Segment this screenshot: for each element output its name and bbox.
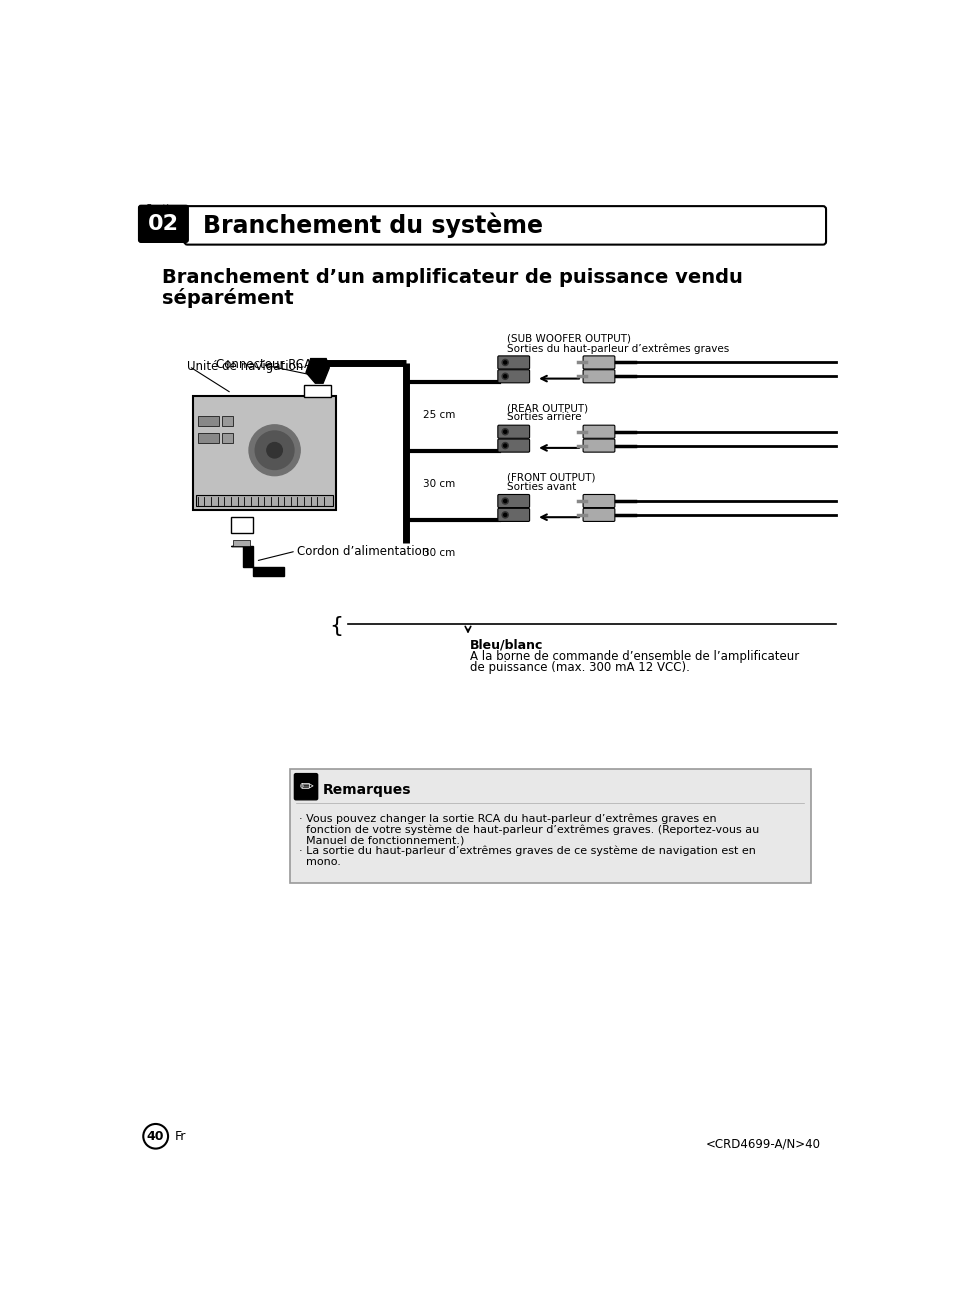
Text: (FRONT OUTPUT): (FRONT OUTPUT) <box>506 473 595 482</box>
Text: Cordon d’alimentation: Cordon d’alimentation <box>297 545 429 558</box>
Circle shape <box>503 430 506 433</box>
Bar <box>195 495 333 506</box>
Text: (SUB WOOFER OUTPUT): (SUB WOOFER OUTPUT) <box>506 335 630 344</box>
Text: · La sortie du haut-parleur d’extrêmes graves de ce système de navigation est en: · La sortie du haut-parleur d’extrêmes g… <box>298 846 755 856</box>
FancyBboxPatch shape <box>582 356 615 369</box>
Text: Connecteur RCA: Connecteur RCA <box>216 358 312 371</box>
Text: Sorties du haut-parleur d’extrêmes graves: Sorties du haut-parleur d’extrêmes grave… <box>506 344 728 354</box>
Text: Branchement du système: Branchement du système <box>203 213 542 238</box>
FancyBboxPatch shape <box>582 370 615 383</box>
Text: · Vous pouvez changer la sortie RCA du haut-parleur d’extrêmes graves en: · Vous pouvez changer la sortie RCA du h… <box>298 814 716 825</box>
Text: ✏: ✏ <box>299 778 313 796</box>
Text: Unité de navigation: Unité de navigation <box>187 359 303 372</box>
Circle shape <box>267 443 282 457</box>
Bar <box>222 416 233 426</box>
FancyBboxPatch shape <box>497 439 529 452</box>
FancyBboxPatch shape <box>184 207 825 244</box>
Circle shape <box>501 512 508 518</box>
Text: mono.: mono. <box>298 857 340 867</box>
Text: Remarques: Remarques <box>322 783 411 797</box>
FancyBboxPatch shape <box>582 494 615 507</box>
Polygon shape <box>231 546 284 576</box>
Text: 40: 40 <box>147 1129 164 1142</box>
Text: Section: Section <box>145 204 181 214</box>
FancyBboxPatch shape <box>294 774 317 800</box>
Circle shape <box>501 498 508 505</box>
Bar <box>197 416 219 426</box>
Text: Sorties arrière: Sorties arrière <box>506 413 580 422</box>
Text: Bleu/blanc: Bleu/blanc <box>470 639 543 651</box>
Circle shape <box>503 514 506 516</box>
Bar <box>231 518 253 532</box>
Bar <box>193 396 335 510</box>
Text: 30 cm: 30 cm <box>422 480 455 489</box>
Text: <CRD4699-A/N>40: <CRD4699-A/N>40 <box>705 1137 820 1150</box>
FancyBboxPatch shape <box>582 425 615 438</box>
FancyBboxPatch shape <box>138 205 188 242</box>
Circle shape <box>255 431 294 469</box>
FancyBboxPatch shape <box>497 370 529 383</box>
Bar <box>290 769 810 884</box>
FancyBboxPatch shape <box>497 356 529 369</box>
Text: 30 cm: 30 cm <box>422 549 455 558</box>
Text: 25 cm: 25 cm <box>422 410 455 420</box>
Text: A la borne de commande d’ensemble de l’amplificateur: A la borne de commande d’ensemble de l’a… <box>470 650 799 663</box>
FancyBboxPatch shape <box>497 425 529 438</box>
Circle shape <box>249 425 300 476</box>
Circle shape <box>503 499 506 503</box>
Circle shape <box>503 375 506 378</box>
FancyBboxPatch shape <box>497 494 529 507</box>
Circle shape <box>501 359 508 366</box>
FancyBboxPatch shape <box>582 508 615 521</box>
Text: fonction de votre système de haut-parleur d’extrêmes graves. (Reportez-vous au: fonction de votre système de haut-parleu… <box>298 825 759 835</box>
Text: de puissance (max. 300 mA 12 VCC).: de puissance (max. 300 mA 12 VCC). <box>470 661 689 674</box>
Text: séparément: séparément <box>162 288 294 307</box>
Bar <box>304 384 331 397</box>
Circle shape <box>503 361 506 363</box>
Text: 02: 02 <box>148 214 179 234</box>
FancyBboxPatch shape <box>497 508 529 521</box>
Text: Manuel de fonctionnement.): Manuel de fonctionnement.) <box>298 835 464 846</box>
Bar <box>197 433 219 443</box>
Circle shape <box>501 443 508 448</box>
Text: Sorties avant: Sorties avant <box>506 482 576 491</box>
Circle shape <box>501 429 508 435</box>
Text: Fr: Fr <box>174 1129 186 1142</box>
Polygon shape <box>306 358 329 383</box>
FancyBboxPatch shape <box>582 439 615 452</box>
Text: (REAR OUTPUT): (REAR OUTPUT) <box>506 404 587 413</box>
Circle shape <box>143 1124 168 1149</box>
Text: Branchement d’un amplificateur de puissance vendu: Branchement d’un amplificateur de puissa… <box>162 268 742 288</box>
Text: {: { <box>329 616 343 635</box>
Circle shape <box>503 444 506 447</box>
Bar <box>222 433 233 443</box>
Bar <box>233 540 250 546</box>
Circle shape <box>501 374 508 379</box>
